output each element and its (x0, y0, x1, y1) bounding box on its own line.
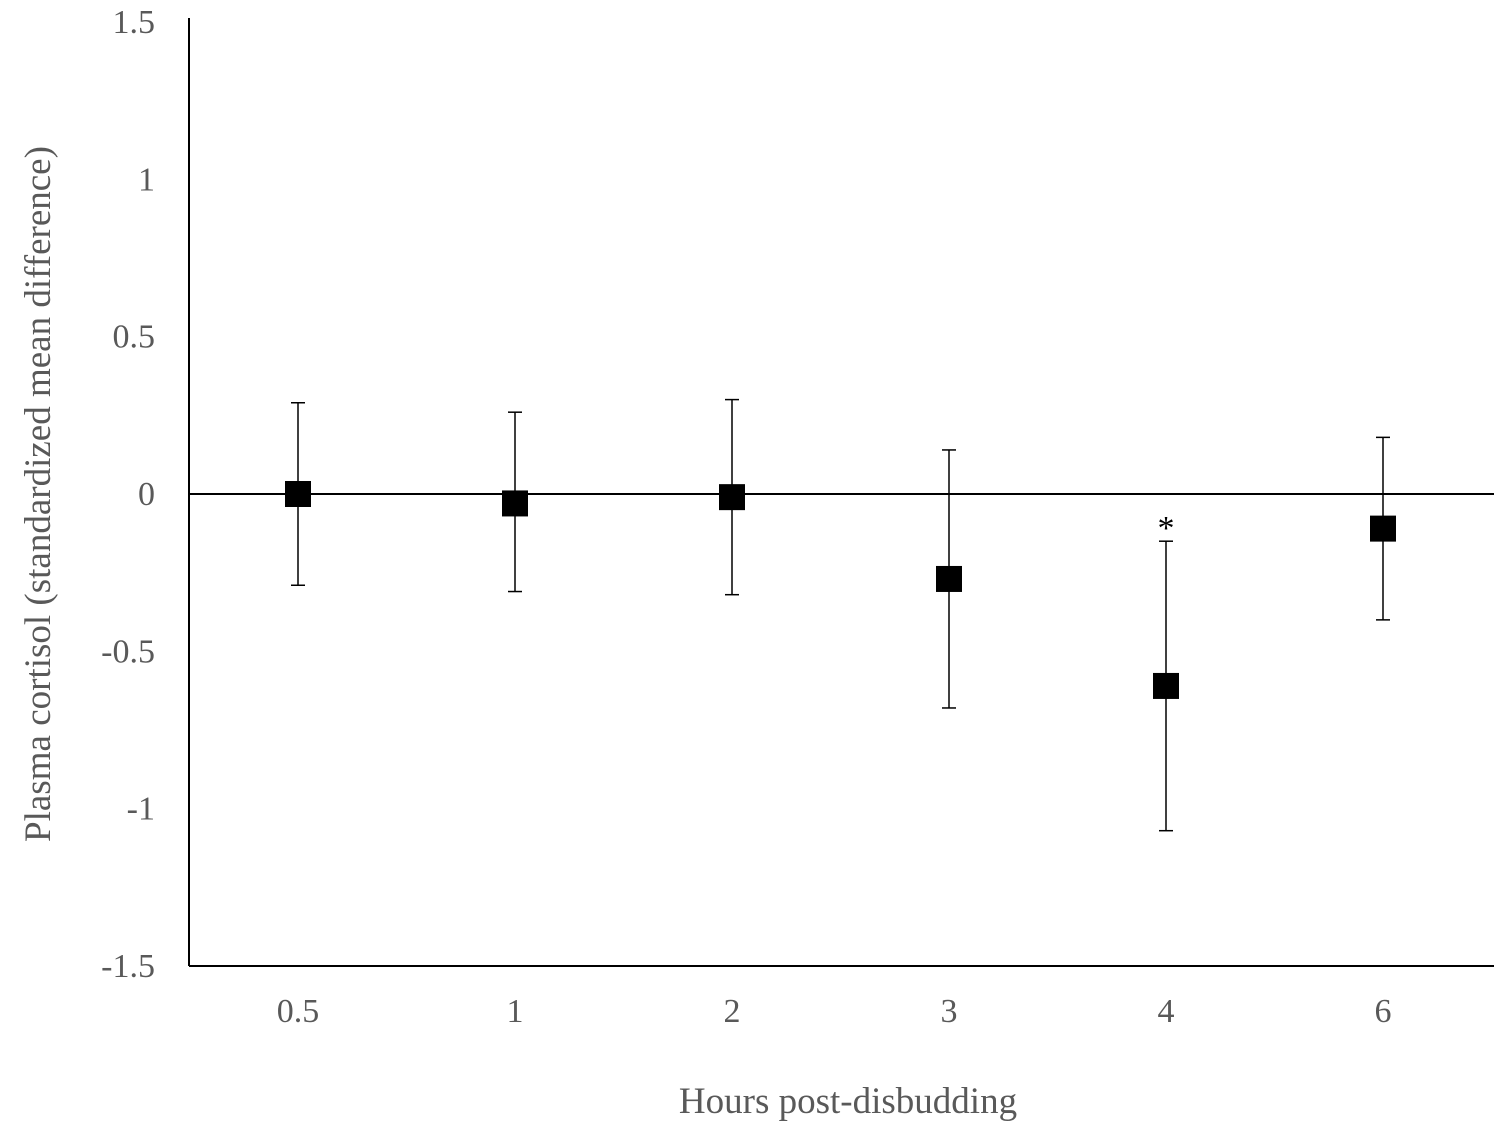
data-point-marker (719, 484, 745, 511)
x-tick-label: 1 (507, 993, 524, 1030)
y-tick-labels: 1.5 1 0.5 0 -0.5 -1 -1.5 (101, 4, 155, 985)
y-tick-label: 0.5 (113, 319, 156, 356)
data-point-marker (1370, 515, 1396, 542)
x-tick-label: 6 (1375, 993, 1392, 1030)
data-point-marker (285, 481, 311, 507)
x-tick-label: 4 (1158, 993, 1175, 1030)
y-tick-label: -0.5 (101, 633, 155, 670)
y-tick-label: -1 (127, 791, 155, 828)
y-tick-label: 1.5 (113, 4, 156, 41)
data-point-marker (1153, 672, 1179, 699)
data-point-marker (936, 565, 962, 592)
data-markers (285, 481, 1396, 699)
data-point-marker (502, 490, 528, 517)
annotations: * (1158, 510, 1175, 547)
x-tick-label: 2 (724, 993, 741, 1030)
significance-annotation: * (1158, 510, 1175, 547)
x-tick-label: 3 (941, 993, 958, 1030)
x-tick-label: 0.5 (277, 993, 320, 1030)
y-axis-title: Plasma cortisol (standardized mean diffe… (18, 146, 59, 842)
y-tick-label: 0 (138, 476, 155, 513)
x-tick-labels: 0.5 1 2 3 4 6 (277, 993, 1392, 1030)
x-axis-title: Hours post-disbudding (679, 1081, 1017, 1122)
y-tick-label: -1.5 (101, 948, 155, 985)
y-tick-label: 1 (138, 161, 155, 198)
error-bars (291, 398, 1390, 832)
